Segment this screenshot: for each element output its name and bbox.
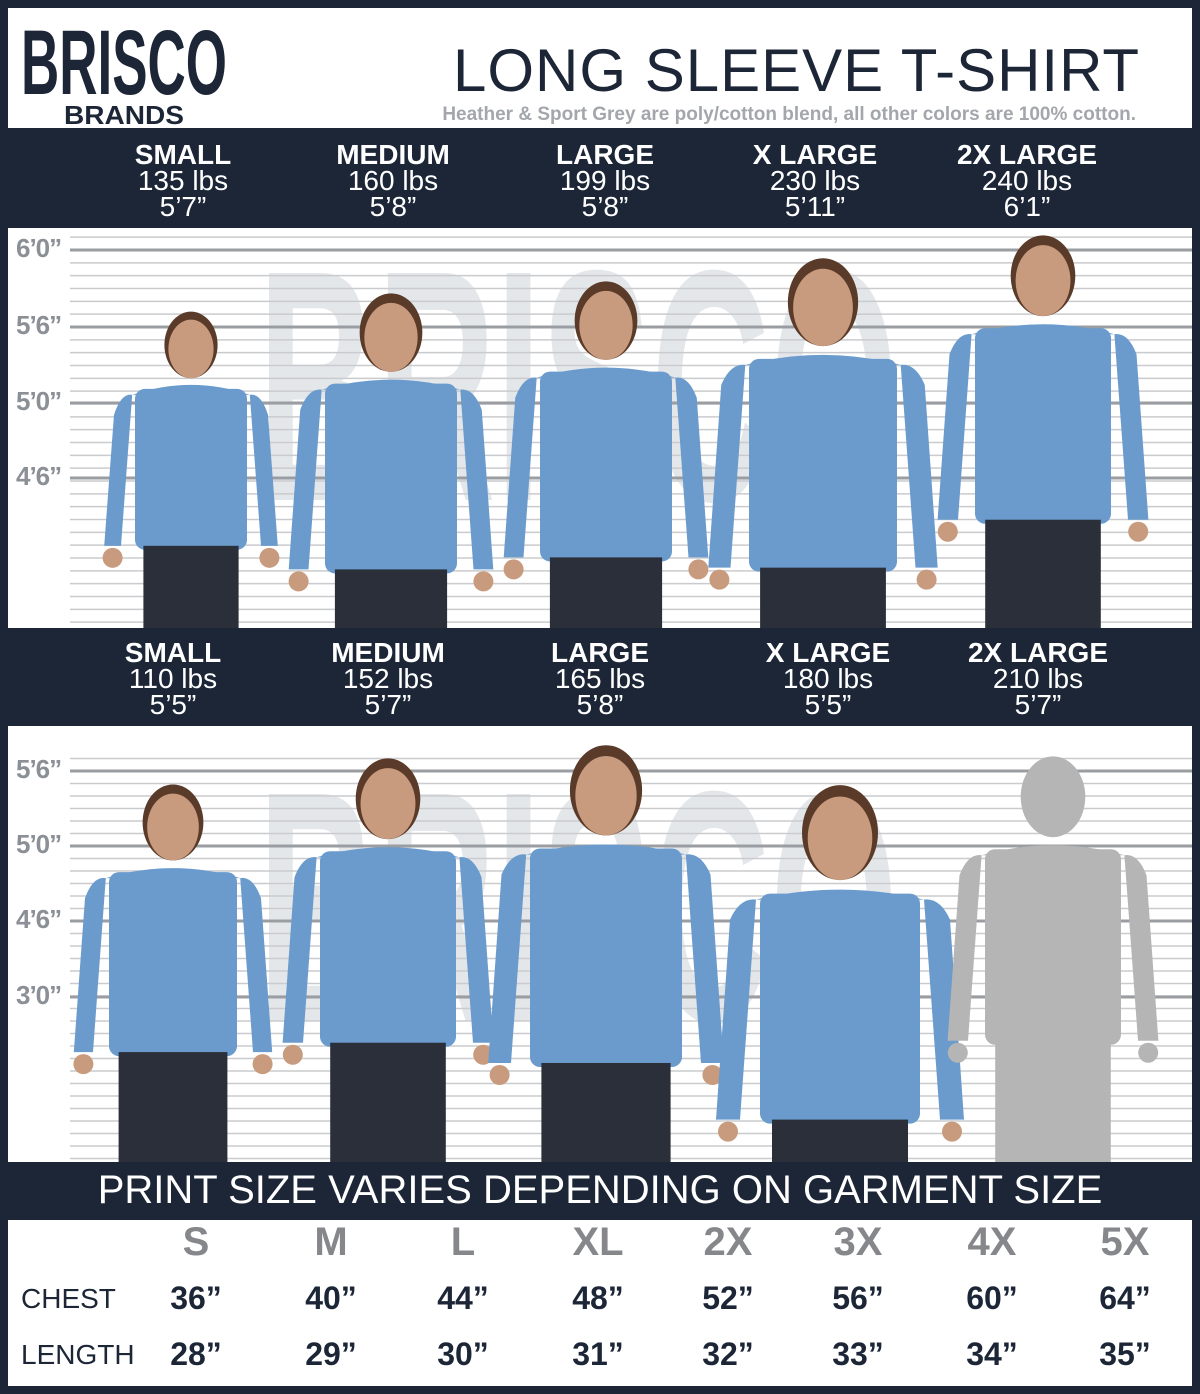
model-label-2: LARGE 165 lbs 5’8” [500, 637, 700, 720]
model-photo [503, 281, 709, 628]
measurement-cell: 40” [305, 1280, 357, 1316]
size-header: M [314, 1220, 348, 1264]
measurement-cell: 60” [966, 1280, 1018, 1316]
model-label-1: MEDIUM 152 lbs 5’7” [288, 637, 488, 720]
model-photo [716, 785, 964, 1162]
height-mark: 4’6” [16, 904, 62, 934]
measurement-cell: 28” [170, 1336, 222, 1372]
size-header: 5X [1100, 1220, 1150, 1264]
measurement-cell: 33” [832, 1336, 884, 1372]
measurement-cell: 36” [170, 1280, 222, 1316]
silhouette-placeholder [947, 756, 1159, 1162]
size-name: X LARGE [765, 637, 891, 668]
model-photo [288, 293, 494, 628]
weight: 165 lbs [554, 663, 646, 694]
weight: 230 lbs [769, 165, 861, 196]
page-title: LONG SLEEVE T-SHIRT [453, 37, 1140, 104]
row-label: LENGTH [21, 1339, 135, 1370]
men-size-labels: SMALL 135 lbs 5’7” MEDIUM 160 lbs 5’8” LARGE 19… [8, 128, 1192, 228]
model-label-2: LARGE 199 lbs 5’8” [505, 139, 705, 222]
size-header: 2X [703, 1220, 753, 1264]
height-mark: 3’0” [16, 980, 62, 1010]
model-label-3: X LARGE 230 lbs 5’11” [715, 139, 915, 222]
weight: 135 lbs [137, 165, 229, 196]
height: 5’8” [576, 689, 624, 720]
height-mark: 5’0” [16, 829, 62, 859]
model-photo [488, 745, 724, 1162]
model-photo [73, 784, 273, 1162]
model-label-1: MEDIUM 160 lbs 5’8” [293, 139, 493, 222]
measurement-cell: 44” [437, 1280, 489, 1316]
svg-text:BRISCO: BRISCO [21, 16, 227, 114]
measurement-cell: 48” [572, 1280, 624, 1316]
height-mark: 5’6” [16, 310, 62, 340]
weight: 152 lbs [342, 663, 434, 694]
height: 5’5” [804, 689, 852, 720]
weight: 110 lbs [128, 663, 218, 694]
model-photo [937, 235, 1149, 628]
measurement-cell: 52” [702, 1280, 754, 1316]
measurement-cell: 64” [1099, 1280, 1151, 1316]
model-label-4: 2X LARGE 240 lbs 6’1” [927, 139, 1127, 222]
women-size-labels: SMALL 110 lbs 5’5” MEDIUM 152 lbs 5’7” LARGE 16… [8, 628, 1192, 726]
model-label-0: SMALL 135 lbs 5’7” [83, 139, 283, 222]
model-photo [282, 758, 494, 1162]
size-name: 2X LARGE [967, 637, 1109, 668]
brisco-brands-logo: BRISCO BRANDS [21, 16, 227, 128]
weight: 180 lbs [782, 663, 874, 694]
height-mark: 5’6” [16, 754, 62, 784]
weight: 210 lbs [992, 663, 1084, 694]
size-name: MEDIUM [331, 637, 445, 668]
size-header: 3X [833, 1220, 883, 1264]
height: 5’7” [1014, 689, 1062, 720]
measurement-cell: 35” [1099, 1336, 1151, 1372]
size-header: L [450, 1220, 476, 1264]
model-photo [708, 258, 938, 628]
size-name: X LARGE [752, 139, 878, 170]
height: 5’7” [159, 191, 207, 222]
size-header: 4X [967, 1220, 1017, 1264]
weight: 199 lbs [559, 165, 651, 196]
height: 5’8” [581, 191, 629, 222]
men-height-chart: BRISCO 6’0” 5’6” 5’0” 4’6” [8, 228, 1192, 628]
measurement-cell: 32” [702, 1336, 754, 1372]
model-label-4: 2X LARGE 210 lbs 5’7” [938, 637, 1138, 720]
height-mark: 4’6” [16, 461, 62, 491]
print-size-banner: PRINT SIZE VARIES DEPENDING ON GARMENT S… [97, 1168, 1103, 1212]
fabric-note: Heather & Sport Grey are poly/cotton ble… [442, 104, 1136, 125]
size-name: LARGE [556, 139, 654, 170]
height: 5’11” [784, 191, 846, 222]
height-lines: BRISCO [70, 726, 1192, 1162]
size-table: S M L XL 2X 3X 4X 5X CHEST 36” 40” 44” 48” 52” 56” 60” 6… [8, 1220, 1192, 1386]
height-mark: 5’0” [16, 386, 62, 416]
height-lines: BRISCO [70, 228, 1192, 628]
height: 5’7” [364, 689, 412, 720]
measurement-cell: 31” [572, 1336, 624, 1372]
height-mark: 6’0” [16, 233, 62, 263]
size-name: 2X LARGE [956, 139, 1098, 170]
row-label: CHEST [21, 1283, 116, 1314]
measurement-cell: 56” [832, 1280, 884, 1316]
size-header: XL [572, 1220, 624, 1264]
size-name: SMALL [124, 637, 222, 668]
height: 5’5” [149, 689, 197, 720]
size-header: S [182, 1220, 210, 1264]
women-height-chart: BRISCO 5’6” 5’0” 4’6” 3’0” [8, 726, 1192, 1162]
weight: 240 lbs [981, 165, 1073, 196]
model-label-0: SMALL 110 lbs 5’5” [73, 637, 273, 720]
size-name: MEDIUM [336, 139, 450, 170]
weight: 160 lbs [347, 165, 439, 196]
measurement-cell: 29” [305, 1336, 357, 1372]
model-photo [102, 311, 280, 628]
size-name: SMALL [134, 139, 232, 170]
header: BRISCO BRANDS LONG SLEEVE T-SHIRT Heathe… [8, 8, 1192, 128]
height: 5’8” [369, 191, 417, 222]
model-label-3: X LARGE 180 lbs 5’5” [728, 637, 928, 720]
height: 6’1” [1003, 191, 1051, 222]
measurement-cell: 30” [437, 1336, 489, 1372]
svg-text:BRANDS: BRANDS [64, 100, 184, 128]
measurement-cell: 34” [966, 1336, 1018, 1372]
size-name: LARGE [551, 637, 649, 668]
